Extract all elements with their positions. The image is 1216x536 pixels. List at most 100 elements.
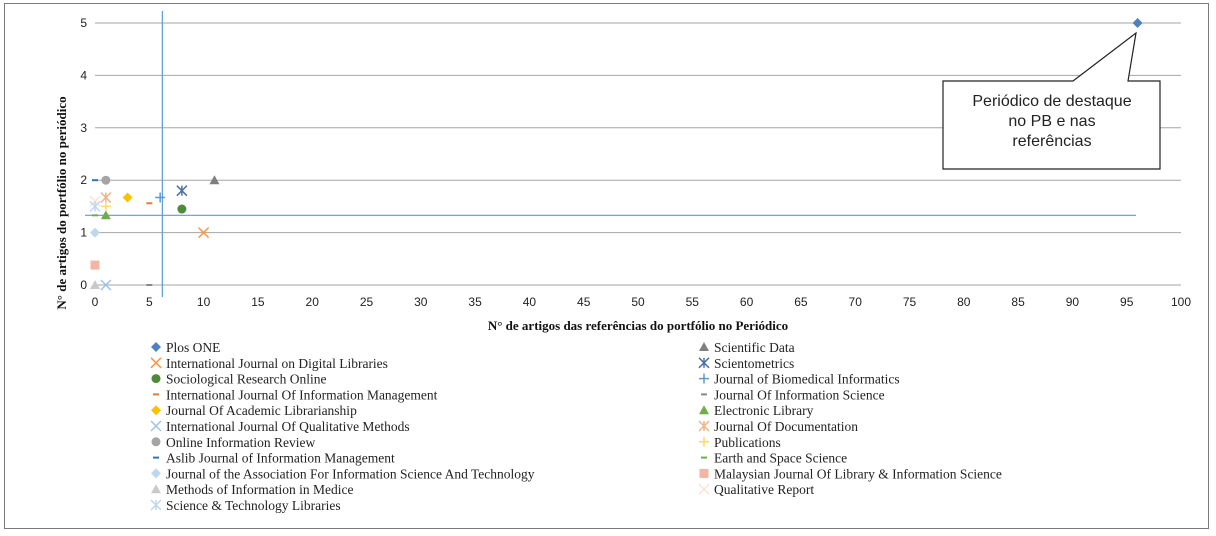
legend-label: Scientific Data (714, 340, 795, 355)
legend-label: International Journal Of Information Man… (166, 387, 438, 402)
legend-item: Earth and Space Science (701, 451, 847, 466)
legend-label: Online Information Review (166, 435, 315, 450)
legend-label: Earth and Space Science (714, 451, 847, 466)
x-tick-label: 40 (523, 295, 537, 309)
legend-marker (151, 405, 161, 416)
x-tick-label: 80 (957, 295, 971, 309)
legend-label: Journal Of Documentation (714, 419, 858, 434)
callout-text: Periódico de destaque no PB e nas referênc… (972, 93, 1131, 150)
x-tick-label: 20 (306, 295, 320, 309)
y-tick-label: 3 (80, 121, 87, 135)
x-tick-label: 45 (577, 295, 591, 309)
data-point (177, 204, 187, 214)
x-tick-label: 60 (740, 295, 754, 309)
data-point (176, 185, 188, 197)
legend-item: Journal Of Documentation (698, 419, 858, 434)
legend-item: Journal Of Academic Librarianship (151, 403, 357, 418)
highlight-callout: Periódico de destaque no PB e nas referênc… (942, 31, 1161, 170)
x-tick-label: 95 (1120, 295, 1134, 309)
legend-marker (151, 374, 161, 384)
data-point (101, 175, 111, 185)
data-point (1132, 18, 1143, 28)
y-axis-title: N° de artigos do portfólio no periódico (54, 96, 69, 309)
legend-label: Electronic Library (714, 403, 814, 418)
legend-marker (698, 483, 710, 495)
data-point (155, 192, 166, 203)
legend-marker (150, 357, 162, 369)
callout-box (942, 31, 1161, 170)
legend-item: Malaysian Journal Of Library & Informati… (699, 466, 1002, 481)
legend-item: Electronic Library (699, 403, 814, 418)
legend-marker (151, 342, 161, 352)
data-point (100, 210, 111, 220)
legend-label: Journal Of Academic Librarianship (166, 403, 357, 418)
data-point (209, 175, 220, 185)
legend-marker (699, 373, 709, 384)
legend-marker (699, 342, 709, 351)
legend-item: Journal of Biomedical Informatics (699, 372, 900, 387)
y-tick-label: 5 (80, 16, 87, 30)
x-axis-title: N° de artigos das referências do portfól… (488, 318, 788, 333)
legend-label: Journal of the Association For Informati… (166, 466, 535, 481)
x-tick-label: 50 (631, 295, 645, 309)
legend-label: Journal Of Information Science (714, 387, 885, 402)
legend-label: Sociological Research Online (166, 372, 326, 387)
legend: Plos ONE Scientific Data International Jou… (150, 340, 1002, 513)
legend-label: International Journal Of Qualitative Met… (166, 419, 410, 434)
data-point (100, 201, 111, 212)
x-tick-label: 65 (794, 295, 808, 309)
data-point (100, 191, 112, 204)
legend-item: International Journal on Digital Librari… (150, 356, 388, 371)
chart-frame (4, 3, 1209, 529)
legend-label: Qualitative Report (714, 482, 814, 497)
x-tick-label: 90 (1066, 295, 1080, 309)
legend-marker (151, 484, 161, 494)
x-tick-label: 10 (197, 295, 211, 309)
y-tick-label: 0 (80, 278, 87, 292)
legend-item: Scientometrics (698, 356, 794, 371)
data-points (89, 18, 1143, 291)
data-point (122, 192, 133, 203)
legend-item: Methods of Information in Medice (151, 482, 353, 497)
legend-item: Qualitative Report (698, 482, 814, 497)
legend-item: Online Information Review (151, 435, 315, 450)
x-tick-label: 100 (1171, 295, 1191, 309)
x-tick-label: 0 (92, 295, 99, 309)
data-point (90, 260, 100, 270)
x-tick-label: 70 (849, 295, 863, 309)
data-point (89, 195, 101, 207)
legend-label: Methods of Information in Medice (166, 482, 353, 497)
y-tick-label: 2 (80, 173, 87, 187)
x-tick-label: 30 (414, 295, 428, 309)
legend-label: Aslib Journal of Information Management (166, 451, 395, 466)
data-point (198, 227, 210, 239)
legend-item: International Journal Of Information Man… (153, 387, 438, 402)
legend-marker (698, 357, 710, 369)
legend-label: International Journal on Digital Librari… (166, 356, 388, 371)
legend-label: Science & Technology Libraries (166, 498, 341, 513)
legend-marker (699, 405, 709, 415)
legend-item: Science & Technology Libraries (150, 498, 341, 513)
legend-item: Plos ONE (151, 340, 220, 355)
legend-label: Publications (714, 435, 781, 450)
legend-item: Aslib Journal of Information Management (153, 451, 395, 466)
legend-item: International Journal Of Qualitative Met… (150, 419, 410, 434)
x-tick-label: 25 (360, 295, 374, 309)
y-tick-label: 1 (80, 226, 87, 240)
legend-marker (150, 499, 162, 511)
legend-label: Scientometrics (714, 356, 794, 371)
legend-marker (151, 468, 161, 479)
legend-label: Plos ONE (166, 340, 220, 355)
reference-lines (85, 11, 1136, 297)
data-point (90, 227, 100, 238)
legend-marker (151, 437, 161, 447)
legend-label: Malaysian Journal Of Library & Informati… (714, 466, 1002, 481)
data-point (89, 200, 101, 212)
legend-item: Scientific Data (699, 340, 795, 355)
legend-item: Journal of the Association For Informati… (151, 466, 535, 481)
data-point (100, 279, 112, 291)
legend-marker (699, 468, 709, 478)
legend-marker (699, 436, 709, 447)
